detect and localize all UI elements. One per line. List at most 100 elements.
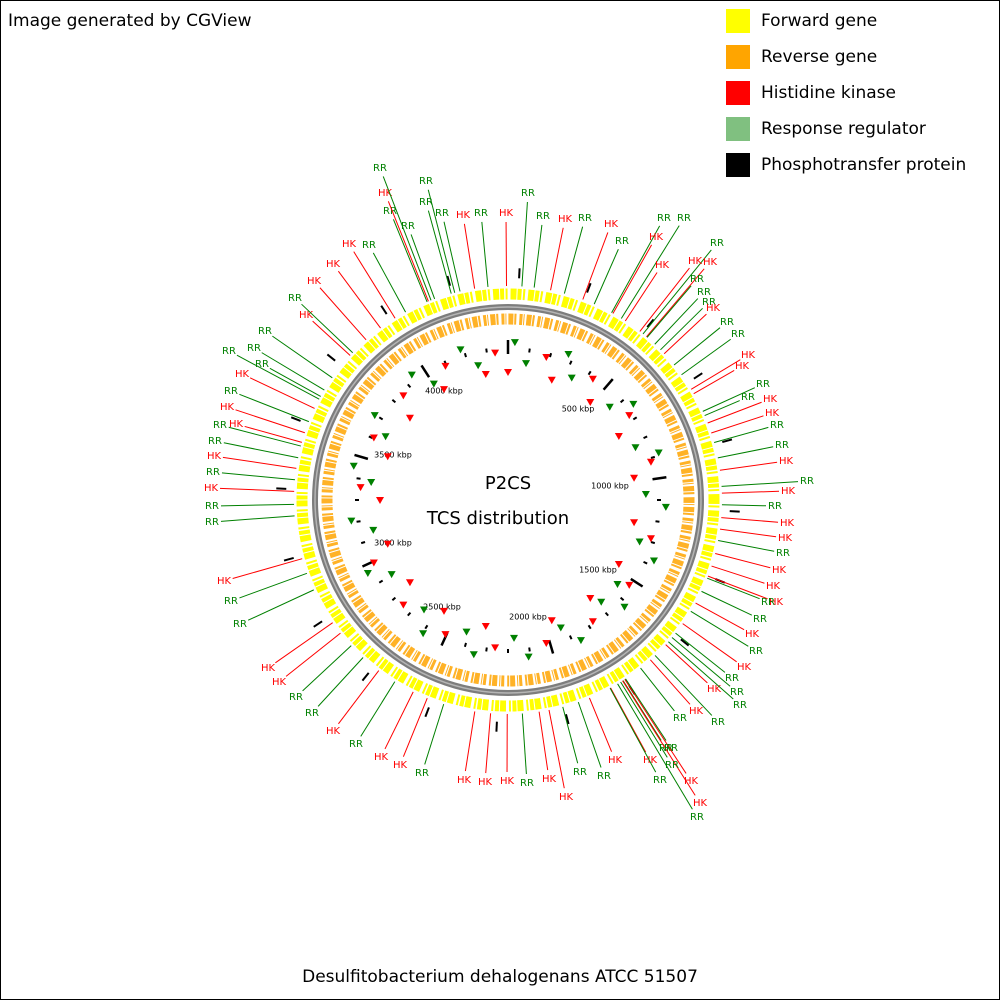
- tcs-marker: [654, 449, 663, 457]
- tcs-marker: [630, 474, 639, 482]
- tcs-marker: [369, 434, 378, 442]
- scale-tick: [360, 541, 366, 545]
- feature-label: HK: [500, 776, 515, 787]
- feature-label: HK: [763, 394, 778, 405]
- feature-leader: [337, 270, 381, 329]
- tcs-marker: [524, 653, 533, 661]
- scale-tick: [547, 639, 555, 654]
- feature-label: RR: [289, 692, 303, 703]
- tcs-marker: [567, 374, 576, 382]
- feature-leader: [353, 251, 396, 319]
- scale-tick: [528, 348, 531, 353]
- legend-swatch: [726, 81, 750, 105]
- feature-label: RR: [749, 646, 763, 657]
- feature-label: HK: [766, 581, 781, 592]
- feature-label: RR: [419, 176, 433, 187]
- feature-label: HK: [707, 684, 722, 695]
- feature-leader: [302, 645, 352, 692]
- feature-label: RR: [415, 768, 429, 779]
- tcs-marker: [625, 412, 634, 420]
- tcs-marker: [631, 444, 640, 452]
- scale-tick: [528, 647, 531, 652]
- feature-leader: [593, 249, 619, 305]
- feature-label: RR: [770, 420, 784, 431]
- feature-label: HK: [326, 259, 341, 270]
- scale-tick: [655, 520, 660, 523]
- outer-tick: [680, 638, 690, 647]
- feature-leader: [690, 359, 741, 390]
- feature-label: RR: [205, 501, 219, 512]
- feature-label: RR: [521, 188, 535, 199]
- feature-label: RR: [653, 775, 667, 786]
- outer-tick: [313, 620, 323, 628]
- feature-leader: [663, 313, 707, 355]
- outer-tick: [424, 707, 430, 718]
- tcs-marker: [405, 579, 414, 587]
- scale-tick: [424, 624, 429, 630]
- tcs-marker: [440, 386, 448, 394]
- outer-tick: [326, 353, 336, 362]
- feature-leader: [702, 387, 756, 412]
- reverse-gene-ring: [321, 313, 695, 687]
- tcs-marker: [491, 644, 500, 652]
- feature-leader: [715, 553, 771, 569]
- organism: Desulfitobacterium dehalogenans ATCC 515…: [302, 967, 698, 987]
- feature-label: HK: [342, 239, 357, 250]
- tcs-marker: [510, 339, 519, 347]
- feature-label: RR: [255, 359, 269, 370]
- outer-tick: [693, 372, 703, 380]
- tcs-marker: [383, 540, 392, 548]
- tcs-marker: [522, 360, 531, 368]
- tcs-marker: [441, 631, 450, 639]
- feature-leader: [392, 219, 428, 303]
- feature-leader: [548, 709, 565, 789]
- tcs-marker: [349, 462, 358, 470]
- scale-tick: [407, 611, 412, 617]
- feature-label: RR: [756, 379, 770, 390]
- feature-leader: [577, 701, 602, 768]
- feature-label: HK: [217, 576, 232, 587]
- feature-label: RR: [224, 386, 238, 397]
- outer-tick: [646, 318, 655, 328]
- feature-leader: [673, 327, 721, 366]
- feature-label: HK: [229, 419, 244, 430]
- feature-leader: [239, 572, 308, 599]
- outer-tick: [564, 714, 570, 725]
- scale-tick: [549, 352, 553, 358]
- feature-leader: [721, 517, 779, 523]
- center-title: P2CS: [485, 473, 531, 494]
- scale-tick: [632, 416, 638, 421]
- feature-label: RR: [733, 700, 747, 711]
- tcs-marker: [419, 606, 428, 614]
- feature-leader: [707, 575, 768, 600]
- feature-label: RR: [657, 213, 671, 224]
- tcs-marker: [641, 490, 650, 498]
- forward-gene-ring: [296, 288, 720, 712]
- scale-tick: [485, 647, 488, 652]
- feature-leader: [625, 678, 667, 741]
- scale-label: 1500 kbp: [579, 566, 617, 575]
- tcs-marker: [399, 392, 408, 400]
- outer-tick: [380, 305, 388, 315]
- feature-label: RR: [222, 346, 236, 357]
- tcs-marker: [367, 478, 376, 486]
- feature-leader: [718, 540, 775, 552]
- feature-label: RR: [247, 343, 261, 354]
- feature-leader: [620, 225, 680, 319]
- scale-tick: [619, 399, 625, 404]
- feature-leader: [707, 401, 762, 424]
- tcs-marker: [620, 603, 629, 611]
- scale-tick: [354, 453, 369, 461]
- feature-leader: [481, 221, 489, 287]
- feature-leader: [582, 232, 609, 300]
- feature-leader: [671, 637, 731, 687]
- feature-leader: [232, 558, 303, 580]
- feature-label: HK: [693, 798, 708, 809]
- feature-leader: [443, 221, 461, 292]
- feature-leader: [464, 711, 476, 772]
- scale-label: 500 kbp: [562, 405, 595, 414]
- legend-label: Response regulator: [761, 119, 926, 139]
- feature-leader: [382, 176, 432, 301]
- scale-tick: [604, 611, 609, 617]
- feature-leader: [675, 632, 726, 673]
